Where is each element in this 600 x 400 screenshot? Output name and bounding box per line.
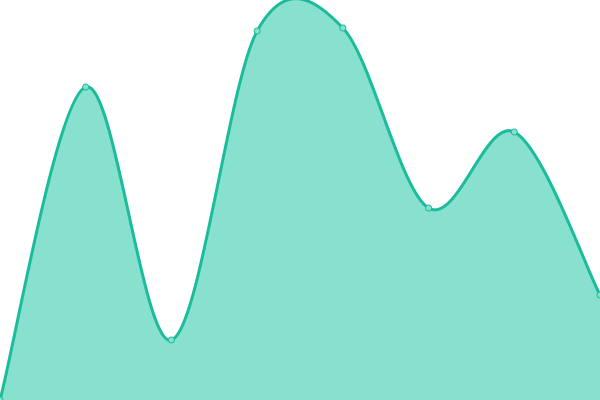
data-point-0 (0, 396, 4, 400)
data-point-2 (167, 336, 175, 344)
data-points (0, 24, 600, 400)
data-point-6 (510, 128, 518, 136)
data-point-5 (425, 204, 433, 212)
data-point-1 (82, 83, 90, 91)
data-point-4 (339, 24, 347, 32)
data-point-7 (596, 291, 600, 299)
data-point-3 (253, 27, 261, 35)
